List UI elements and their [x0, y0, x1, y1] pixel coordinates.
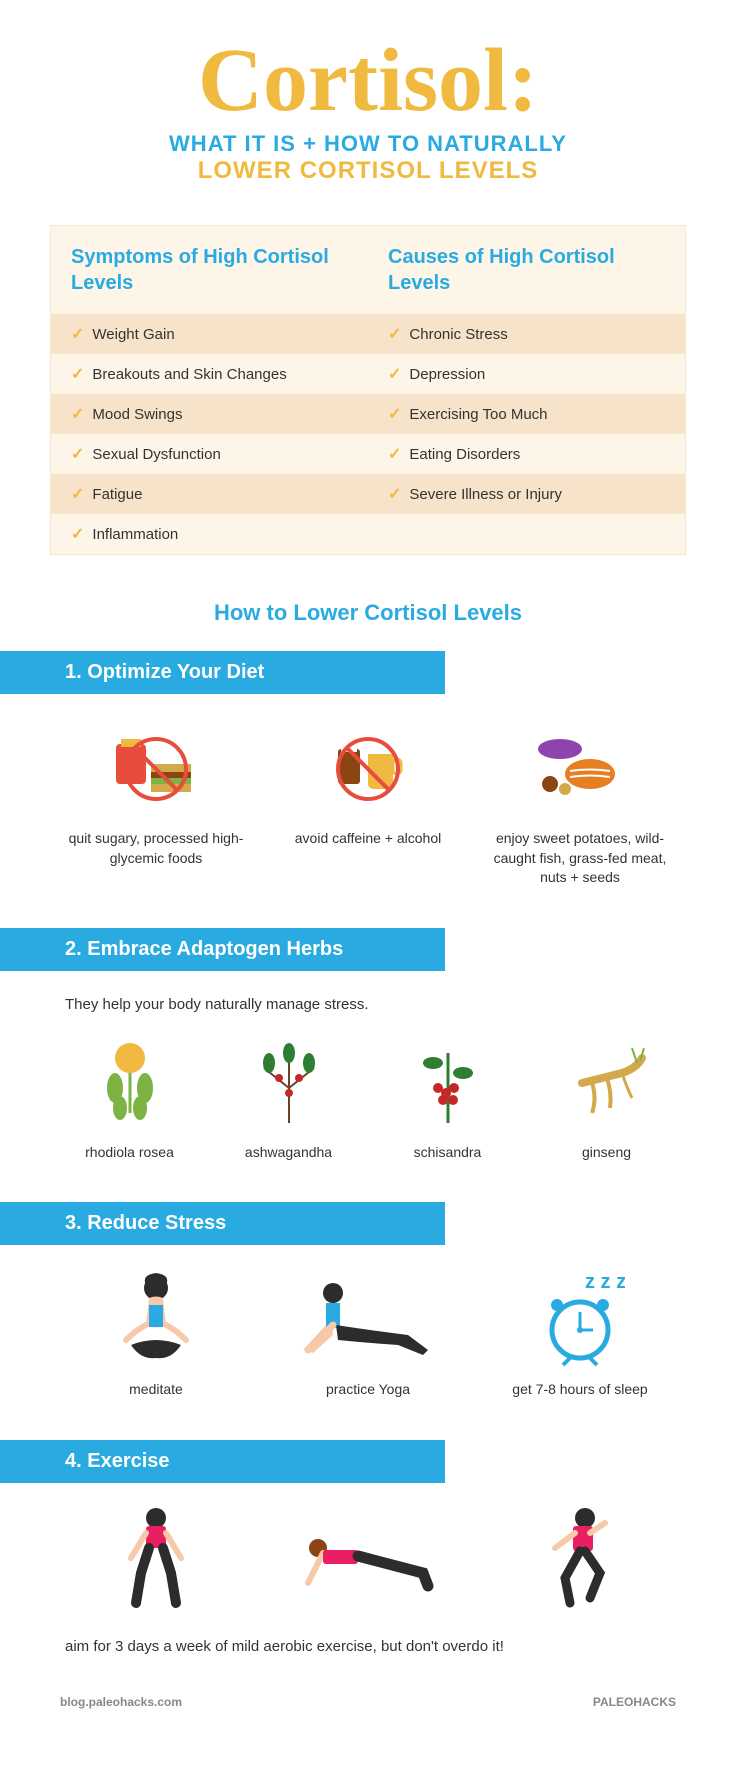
icon-item: practice Yoga — [262, 1270, 474, 1400]
step-header: 2. Embrace Adaptogen Herbs — [0, 928, 445, 971]
infographic-container: Cortisol: WHAT IT IS + HOW TO NATURALLY … — [0, 0, 736, 1739]
table-row: ✓Inflammation — [51, 514, 685, 554]
cause-cell: ✓Eating Disorders — [368, 434, 685, 474]
icon-item: ginseng — [527, 1033, 686, 1163]
cause-cell: ✓Chronic Stress — [368, 314, 685, 354]
icon-label: enjoy sweet potatoes, wild-caught fish, … — [484, 829, 676, 888]
icon-item — [50, 1508, 262, 1618]
icon-item — [474, 1508, 686, 1618]
table-row: ✓Mood Swings✓Exercising Too Much — [51, 394, 685, 434]
icons-row: rhodiola rosea ashwagandha schisandra ginse… — [50, 1033, 686, 1163]
table-header: Symptoms of High Cortisol Levels Causes … — [51, 226, 685, 314]
symptom-cell: ✓Sexual Dysfunction — [51, 434, 368, 474]
symptom-cell: ✓Fatigue — [51, 474, 368, 514]
icon-label: avoid caffeine + alcohol — [272, 829, 464, 849]
icon-item — [262, 1508, 474, 1618]
icon-item: rhodiola rosea — [50, 1033, 209, 1163]
footer-url: blog.paleohacks.com — [60, 1695, 182, 1709]
icon-label: ginseng — [537, 1143, 676, 1163]
symptoms-causes-table: Symptoms of High Cortisol Levels Causes … — [50, 225, 686, 555]
squat-icon — [60, 1508, 252, 1608]
table-row: ✓Fatigue✓Severe Illness or Injury — [51, 474, 685, 514]
main-title: Cortisol: — [50, 40, 686, 121]
no-drinks-icon — [272, 719, 464, 819]
subtitle: WHAT IT IS + HOW TO NATURALLY LOWER CORT… — [50, 131, 686, 185]
cause-cell: ✓Severe Illness or Injury — [368, 474, 685, 514]
icon-item: quit sugary, processed high-glycemic foo… — [50, 719, 262, 888]
symptom-cell: ✓Mood Swings — [51, 394, 368, 434]
icon-item: schisandra — [368, 1033, 527, 1163]
cause-cell: ✓Depression — [368, 354, 685, 394]
footer-brand: PALEOHACKS — [593, 1695, 676, 1709]
subtitle-line2: LOWER CORTISOL LEVELS — [50, 157, 686, 185]
icon-label: rhodiola rosea — [60, 1143, 199, 1163]
check-icon: ✓ — [71, 524, 84, 544]
check-icon: ✓ — [388, 444, 401, 464]
step-note: aim for 3 days a week of mild aerobic ex… — [50, 1638, 686, 1655]
clock-icon: z z z — [484, 1270, 676, 1370]
root-icon — [537, 1033, 676, 1133]
check-icon: ✓ — [71, 484, 84, 504]
check-icon: ✓ — [388, 364, 401, 384]
icon-item: avoid caffeine + alcohol — [262, 719, 474, 888]
symptom-cell: ✓Breakouts and Skin Changes — [51, 354, 368, 394]
herb-red-icon — [378, 1033, 517, 1133]
step-header: 1. Optimize Your Diet — [0, 651, 445, 694]
step-header: 3. Reduce Stress — [0, 1202, 445, 1245]
check-icon: ✓ — [71, 444, 84, 464]
herb-green-icon — [219, 1033, 358, 1133]
herb-yellow-icon — [60, 1033, 199, 1133]
icon-item: enjoy sweet potatoes, wild-caught fish, … — [474, 719, 686, 888]
healthy-food-icon — [484, 719, 676, 819]
header-causes: Causes of High Cortisol Levels — [368, 226, 685, 314]
check-icon: ✓ — [71, 324, 84, 344]
check-icon: ✓ — [71, 364, 84, 384]
icon-item: z z z get 7-8 hours of sleep — [474, 1270, 686, 1400]
symptom-cell: ✓Weight Gain — [51, 314, 368, 354]
check-icon: ✓ — [388, 484, 401, 504]
icon-label: ashwagandha — [219, 1143, 358, 1163]
symptom-cell: ✓Inflammation — [51, 514, 368, 554]
page-footer: blog.paleohacks.com PALEOHACKS — [50, 1695, 686, 1709]
svg-text:z z z: z z z — [585, 1271, 625, 1293]
step-header: 4. Exercise — [0, 1440, 445, 1483]
no-junk-food-icon — [60, 719, 252, 819]
icon-item: meditate — [50, 1270, 262, 1400]
table-row: ✓Sexual Dysfunction✓Eating Disorders — [51, 434, 685, 474]
plank-icon — [272, 1508, 464, 1608]
check-icon: ✓ — [388, 324, 401, 344]
icon-label: meditate — [60, 1380, 252, 1400]
check-icon: ✓ — [388, 404, 401, 424]
icon-label: schisandra — [378, 1143, 517, 1163]
icon-item: ashwagandha — [209, 1033, 368, 1163]
table-row: ✓Breakouts and Skin Changes✓Depression — [51, 354, 685, 394]
step-description: They help your body naturally manage str… — [50, 996, 686, 1013]
meditate-icon — [60, 1270, 252, 1370]
howto-title: How to Lower Cortisol Levels — [50, 600, 686, 626]
icons-row — [50, 1508, 686, 1618]
run-icon — [484, 1508, 676, 1608]
icons-row: quit sugary, processed high-glycemic foo… — [50, 719, 686, 888]
icons-row: meditate practice Yoga z z z get 7-8 hours … — [50, 1270, 686, 1400]
cause-cell — [368, 514, 685, 554]
table-row: ✓Weight Gain✓Chronic Stress — [51, 314, 685, 354]
cause-cell: ✓Exercising Too Much — [368, 394, 685, 434]
icon-label: quit sugary, processed high-glycemic foo… — [60, 829, 252, 868]
icon-label: practice Yoga — [272, 1380, 464, 1400]
icon-label: get 7-8 hours of sleep — [484, 1380, 676, 1400]
subtitle-line1: WHAT IT IS + HOW TO NATURALLY — [50, 131, 686, 157]
check-icon: ✓ — [71, 404, 84, 424]
header-symptoms: Symptoms of High Cortisol Levels — [51, 226, 368, 314]
yoga-icon — [272, 1270, 464, 1370]
